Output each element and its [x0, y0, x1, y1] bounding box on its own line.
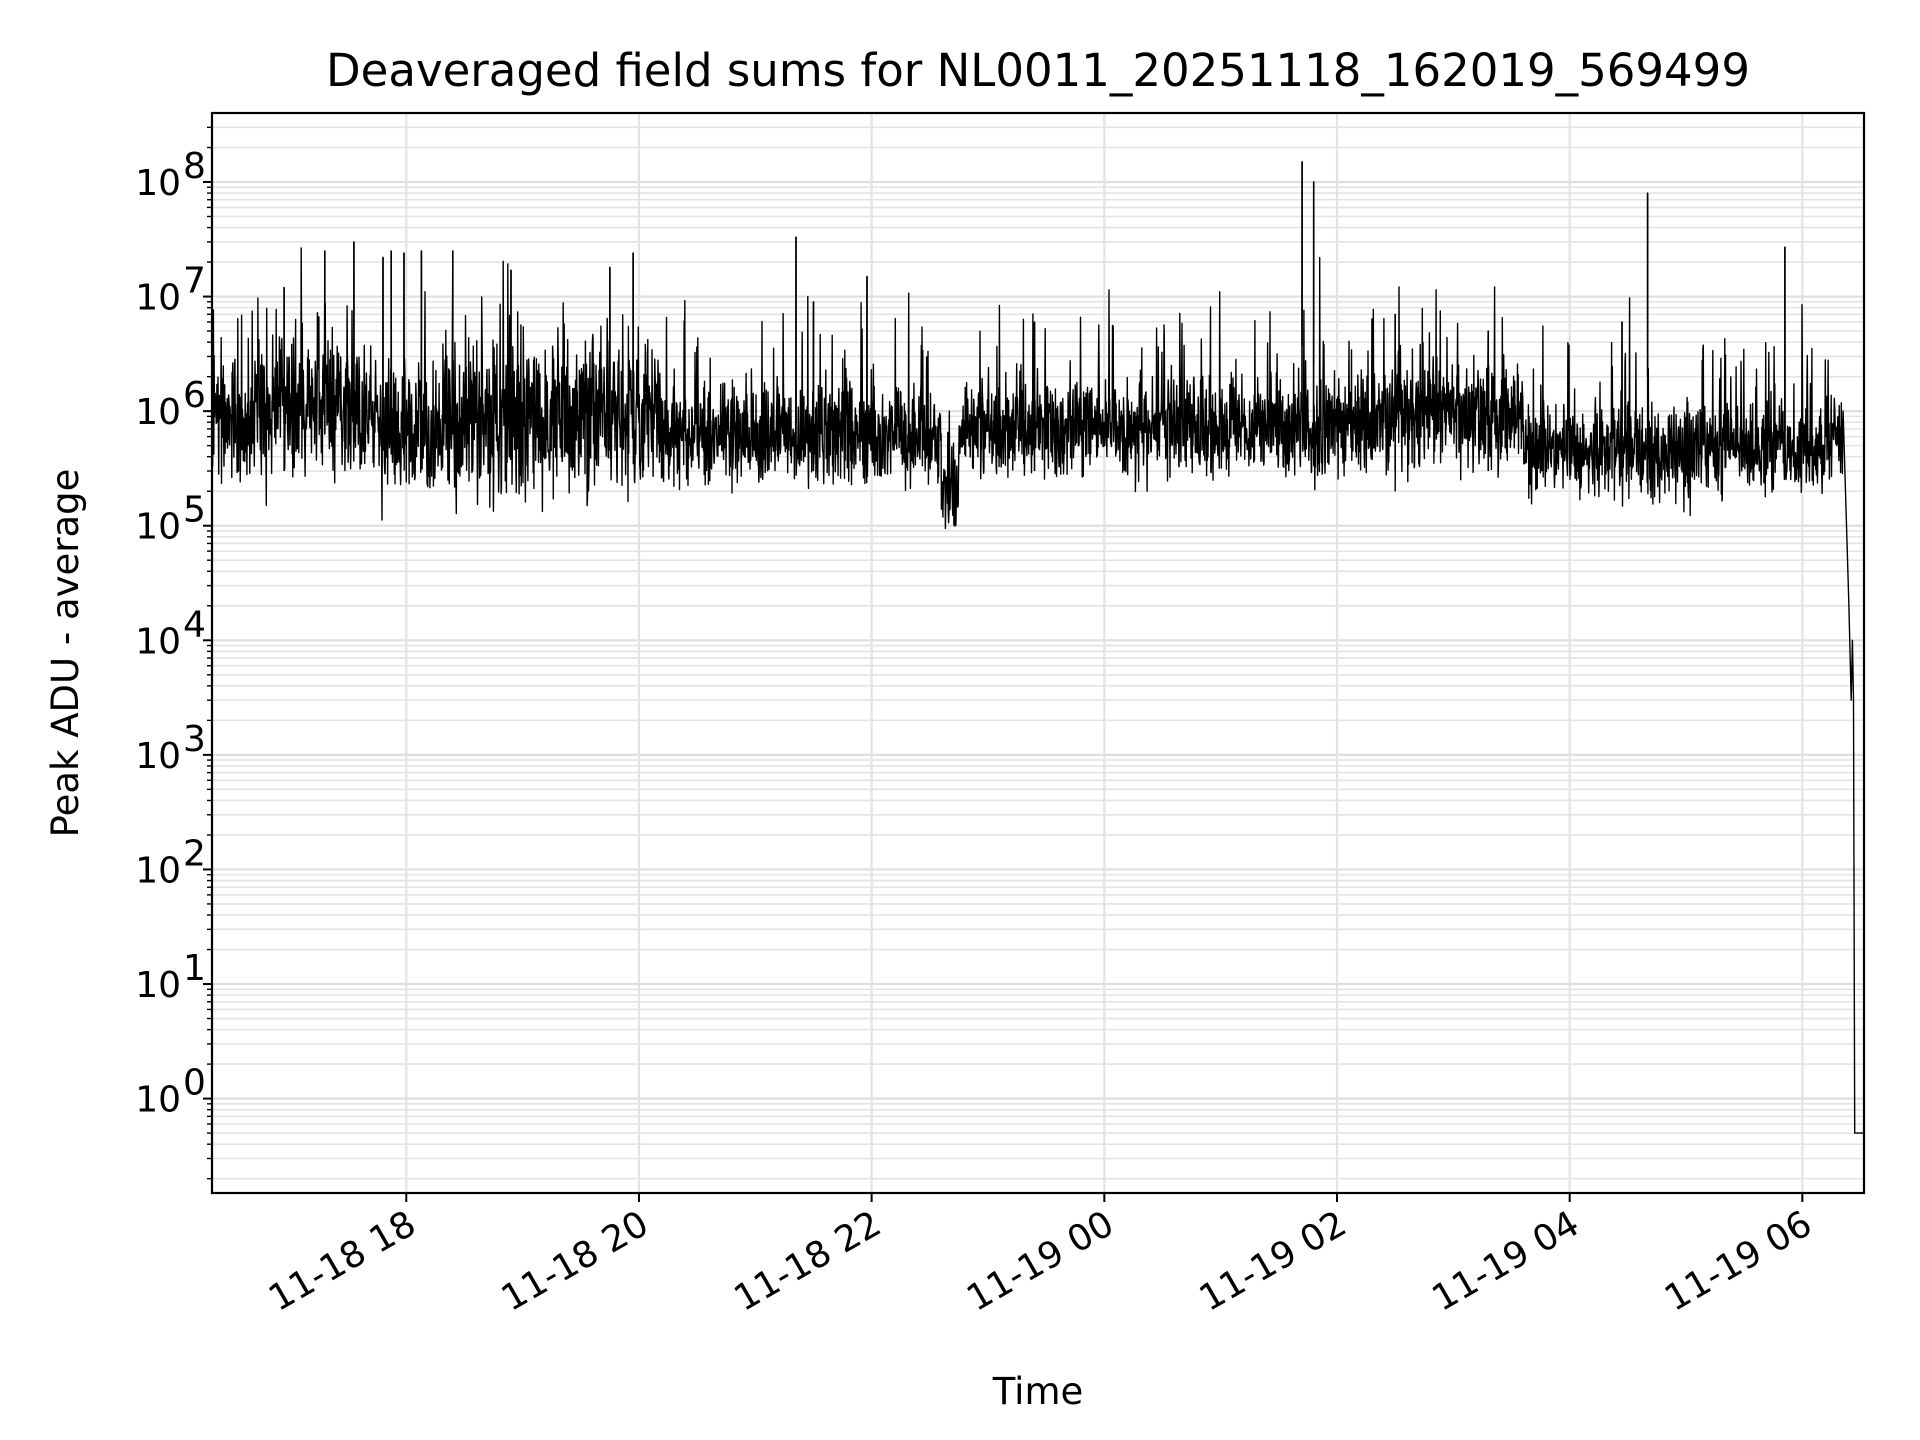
y-tick-label: 10 2	[135, 833, 206, 891]
y-tick-base: 10	[135, 850, 181, 891]
y-tick-base: 10	[135, 163, 181, 204]
y-tick-exponent: 8	[183, 146, 206, 187]
y-tick-base: 10	[135, 392, 181, 433]
plot-area	[212, 113, 1864, 1193]
chart-title: Deaveraged field sums for NL0011_2025111…	[326, 44, 1750, 97]
x-axis-label: Time	[992, 1370, 1084, 1413]
y-tick-label: 10 8	[135, 146, 206, 204]
y-tick-label: 10 4	[135, 604, 206, 662]
y-tick-exponent: 6	[183, 375, 206, 416]
series-line	[211, 161, 1864, 1134]
axis-ticks	[203, 126, 1804, 1202]
y-tick-exponent: 4	[183, 604, 206, 645]
y-tick-exponent: 5	[183, 490, 206, 531]
y-tick-label: 10 1	[135, 948, 206, 1006]
y-tick-base: 10	[135, 736, 181, 777]
y-axis-label: Peak ADU - average	[44, 469, 87, 838]
y-tick-base: 10	[135, 621, 181, 662]
y-tick-label: 10 5	[135, 490, 206, 548]
data-series-line	[211, 161, 1864, 1134]
y-tick-exponent: 3	[183, 719, 206, 760]
y-tick-exponent: 1	[183, 948, 206, 989]
y-tick-base: 10	[135, 278, 181, 319]
y-tick-base: 10	[135, 1080, 181, 1121]
y-tick-base: 10	[135, 965, 181, 1006]
y-tick-base: 10	[135, 507, 181, 548]
plot-frame	[210, 111, 1866, 1195]
y-tick-exponent: 7	[183, 261, 206, 302]
y-tick-exponent: 0	[183, 1063, 206, 1104]
y-tick-exponent: 2	[183, 833, 206, 874]
y-tick-label: 10 6	[135, 375, 206, 433]
y-tick-label: 10 0	[135, 1063, 206, 1121]
y-tick-label: 10 3	[135, 719, 206, 777]
y-tick-label: 10 7	[135, 261, 206, 319]
